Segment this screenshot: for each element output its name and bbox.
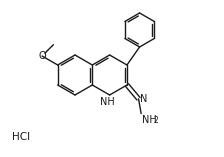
Text: 2: 2 xyxy=(153,116,158,125)
Text: NH: NH xyxy=(142,115,157,125)
Text: N: N xyxy=(140,94,147,104)
Text: HCl: HCl xyxy=(12,132,30,142)
Text: NH: NH xyxy=(100,97,115,107)
Text: O: O xyxy=(38,51,46,61)
